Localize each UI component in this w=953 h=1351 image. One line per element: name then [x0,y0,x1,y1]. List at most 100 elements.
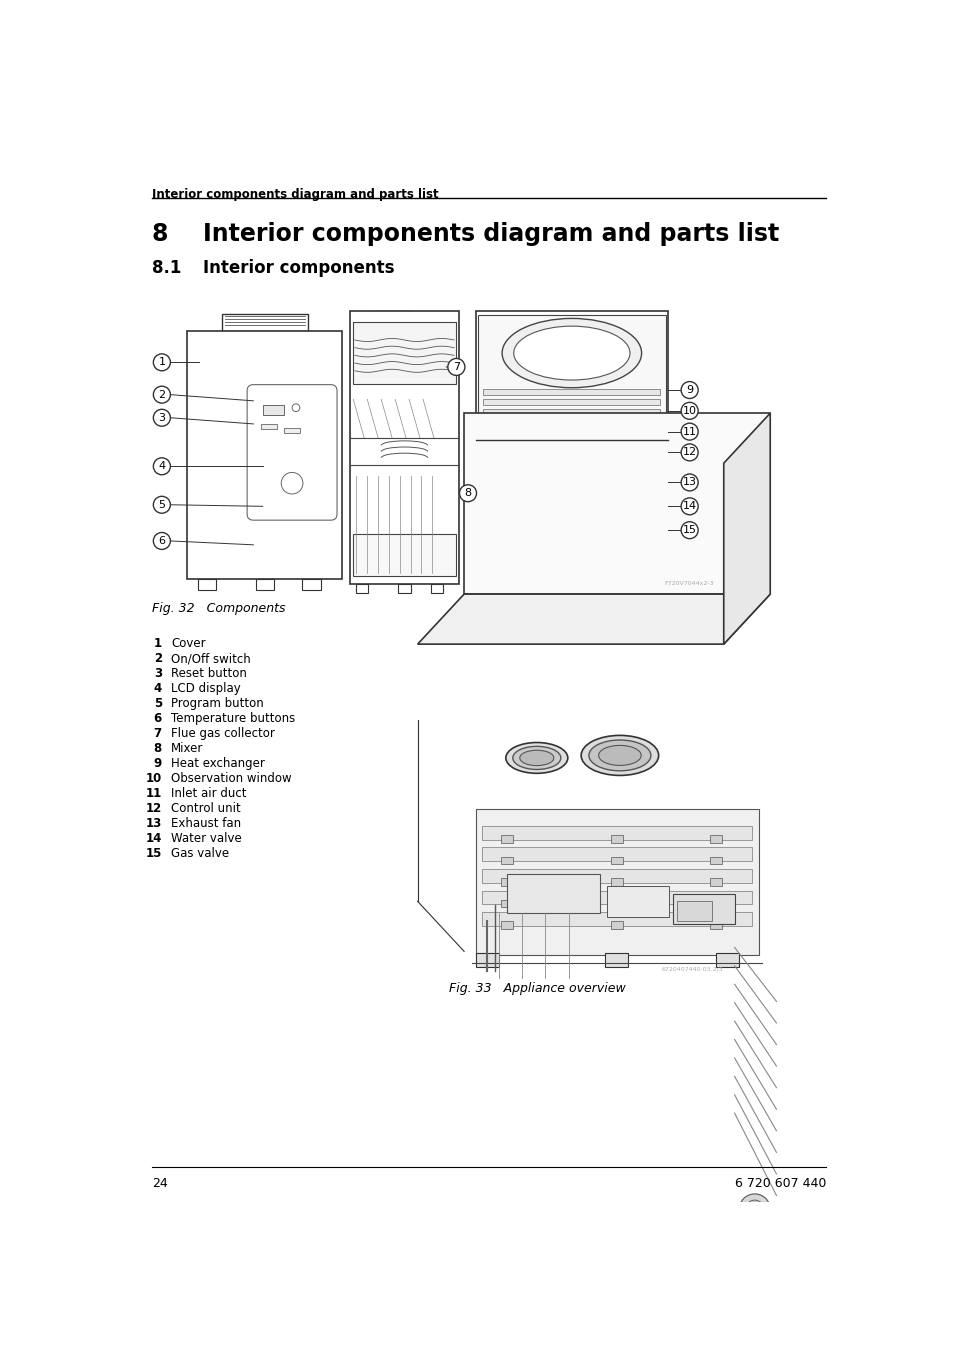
Bar [709,900,721,908]
Bar [222,313,307,331]
Text: Program button: Program button [171,697,264,711]
Text: 6: 6 [158,536,165,546]
Text: Temperature buttons: Temperature buttons [171,712,295,725]
Bar [483,400,659,405]
Text: Inlet air duct: Inlet air duct [171,788,247,800]
Text: Control unit: Control unit [171,802,241,816]
Text: 2: 2 [158,389,165,400]
Ellipse shape [598,746,640,766]
Text: 10: 10 [146,773,162,785]
Bar [481,912,752,925]
Text: 8: 8 [152,222,168,246]
Polygon shape [464,413,769,594]
Bar [500,921,513,929]
Text: Cover: Cover [171,638,206,650]
Bar [350,311,458,584]
Text: Water valve: Water valve [171,832,242,846]
Bar [481,825,752,840]
Bar [476,809,758,955]
Text: 12: 12 [682,447,696,458]
Text: 9: 9 [685,385,693,394]
Circle shape [744,1200,763,1219]
Text: 8.1: 8.1 [152,259,181,277]
Bar [397,584,410,593]
Circle shape [680,423,698,440]
Text: Interior components diagram and parts list: Interior components diagram and parts li… [152,188,438,200]
Text: 1: 1 [153,638,162,650]
Bar [610,857,622,865]
FancyBboxPatch shape [247,385,336,520]
Text: Heat exchanger: Heat exchanger [171,758,265,770]
Text: Fig. 32   Components: Fig. 32 Components [152,601,285,615]
Bar [353,323,456,384]
Text: LCD display: LCD display [171,682,241,696]
Text: Exhaust fan: Exhaust fan [171,817,241,831]
Bar [500,857,513,865]
Bar [284,428,299,434]
Polygon shape [417,594,769,644]
Circle shape [618,532,652,566]
Bar [483,584,498,593]
Bar [610,878,622,886]
Circle shape [500,551,528,578]
Text: 6 720 607 440: 6 720 607 440 [734,1177,825,1190]
Text: 4: 4 [153,682,162,696]
Bar [477,503,665,580]
Ellipse shape [513,326,629,380]
Bar [604,952,628,967]
Bar [610,921,622,929]
Bar [255,580,274,590]
Text: Interior components diagram and parts list: Interior components diagram and parts li… [203,222,779,246]
Ellipse shape [580,735,658,775]
Circle shape [153,409,171,426]
Circle shape [531,551,558,578]
Text: 13: 13 [682,477,696,488]
Text: Mixer: Mixer [171,742,203,755]
Circle shape [281,473,303,494]
Bar [617,523,659,573]
Ellipse shape [505,743,567,773]
Text: 6: 6 [153,712,162,725]
Bar [476,952,498,967]
Text: 8: 8 [153,742,162,755]
Text: Reset button: Reset button [171,667,247,681]
Ellipse shape [513,746,560,770]
Bar [500,878,513,886]
Bar [607,886,669,917]
Bar [481,890,752,904]
Ellipse shape [501,319,641,388]
Text: Interior components: Interior components [203,259,394,277]
Bar [261,424,276,430]
Bar [716,952,739,967]
Circle shape [680,497,698,515]
Bar [633,584,648,593]
Circle shape [153,496,171,513]
Text: 7: 7 [153,727,162,740]
Bar [727,1242,750,1255]
Text: 1: 1 [158,357,165,367]
Text: 13: 13 [146,817,162,831]
Bar [610,900,622,908]
Text: 11: 11 [682,427,696,436]
Bar [483,430,659,435]
Ellipse shape [519,750,554,766]
Circle shape [739,1194,769,1225]
Circle shape [680,444,698,461]
Bar [709,857,721,865]
Bar [262,405,284,416]
Circle shape [680,474,698,490]
Circle shape [680,521,698,539]
Bar [187,331,342,580]
Bar [709,835,721,843]
Text: 10: 10 [682,405,696,416]
Bar [500,900,513,908]
Text: F720V7044x2-3: F720V7044x2-3 [664,581,714,586]
Circle shape [153,458,171,474]
Polygon shape [723,413,769,644]
Bar [500,835,513,843]
Circle shape [153,532,171,550]
Text: 15: 15 [682,526,696,535]
Bar [197,580,216,590]
Text: 14: 14 [682,501,696,511]
Circle shape [680,403,698,419]
